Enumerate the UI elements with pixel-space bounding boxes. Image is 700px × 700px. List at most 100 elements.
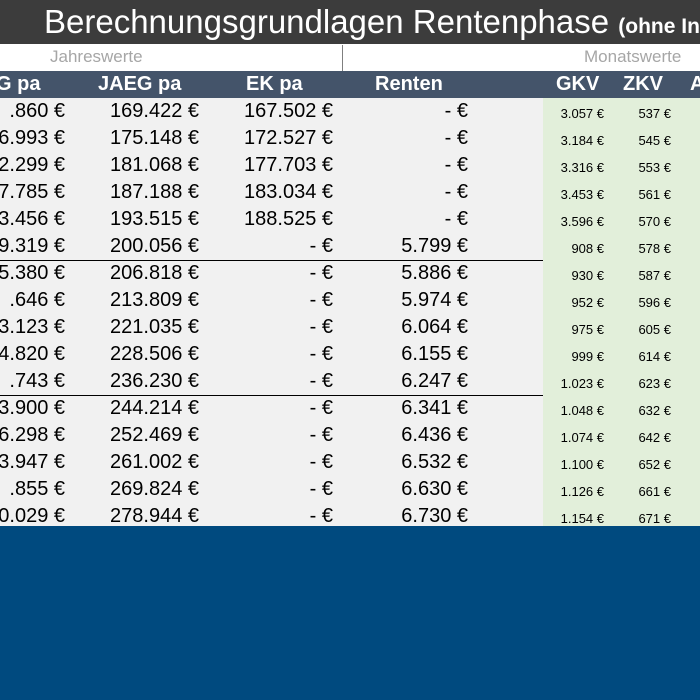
cell-renten[interactable]: 6.247 € xyxy=(401,370,468,392)
header-renten[interactable]: Renten xyxy=(375,73,443,95)
cell-ek[interactable]: - € xyxy=(309,451,333,473)
cell-renten[interactable]: 5.799 € xyxy=(401,235,468,257)
cell-zkv[interactable]: 553 € xyxy=(638,160,671,175)
cell-ek[interactable]: - € xyxy=(309,397,333,419)
cell-jaeg[interactable]: 213.809 € xyxy=(110,289,199,311)
cell-zkv[interactable]: 671 € xyxy=(638,511,671,526)
cell-zkv[interactable]: 642 € xyxy=(638,430,671,445)
cell-ek[interactable]: - € xyxy=(309,235,333,257)
cell-gkv[interactable]: 3.453 € xyxy=(560,187,604,202)
cell-gkv[interactable]: 1.048 € xyxy=(560,403,604,418)
cell-renten[interactable]: - € xyxy=(444,154,468,176)
cell-renten[interactable]: 6.341 € xyxy=(401,397,468,419)
cell-col1[interactable]: 6.993 € xyxy=(0,127,65,149)
cell-ek[interactable]: 188.525 € xyxy=(244,208,333,230)
cell-ek[interactable]: - € xyxy=(309,262,333,284)
cell-jaeg[interactable]: 200.056 € xyxy=(110,235,199,257)
cell-col1[interactable]: .860 € xyxy=(9,100,65,122)
cell-jaeg[interactable]: 187.188 € xyxy=(110,181,199,203)
cell-col1[interactable]: 2.299 € xyxy=(0,154,65,176)
header-col7[interactable]: A xyxy=(690,73,700,95)
cell-zkv[interactable]: 632 € xyxy=(638,403,671,418)
cell-zkv[interactable]: 587 € xyxy=(638,268,671,283)
cell-renten[interactable]: 6.730 € xyxy=(401,505,468,526)
cell-renten[interactable]: 6.532 € xyxy=(401,451,468,473)
cell-col1[interactable]: 6.298 € xyxy=(0,424,65,446)
cell-ek[interactable]: 172.527 € xyxy=(244,127,333,149)
cell-jaeg[interactable]: 261.002 € xyxy=(110,451,199,473)
cell-col1[interactable]: .646 € xyxy=(9,289,65,311)
cell-jaeg[interactable]: 193.515 € xyxy=(110,208,199,230)
cell-zkv[interactable]: 605 € xyxy=(638,322,671,337)
cell-zkv[interactable]: 614 € xyxy=(638,349,671,364)
cell-gkv[interactable]: 1.126 € xyxy=(560,484,604,499)
header-col1[interactable]: G pa xyxy=(0,73,41,95)
cell-ek[interactable]: - € xyxy=(309,343,333,365)
cell-jaeg[interactable]: 252.469 € xyxy=(110,424,199,446)
cell-renten[interactable]: - € xyxy=(444,208,468,230)
cell-gkv[interactable]: 975 € xyxy=(571,322,604,337)
cell-zkv[interactable]: 661 € xyxy=(638,484,671,499)
cell-col1[interactable]: 7.785 € xyxy=(0,181,65,203)
cell-gkv[interactable]: 3.596 € xyxy=(560,214,604,229)
cell-renten[interactable]: - € xyxy=(444,181,468,203)
cell-col1[interactable]: 3.947 € xyxy=(0,451,65,473)
cell-ek[interactable]: - € xyxy=(309,316,333,338)
header-gkv[interactable]: GKV xyxy=(556,73,600,95)
cell-ek[interactable]: - € xyxy=(309,478,333,500)
cell-jaeg[interactable]: 181.068 € xyxy=(110,154,199,176)
cell-col1[interactable]: 9.319 € xyxy=(0,235,65,257)
cell-gkv[interactable]: 3.057 € xyxy=(560,106,604,121)
cell-gkv[interactable]: 908 € xyxy=(571,241,604,256)
cell-jaeg[interactable]: 206.818 € xyxy=(110,262,199,284)
cell-jaeg[interactable]: 278.944 € xyxy=(110,505,199,526)
cell-jaeg[interactable]: 236.230 € xyxy=(110,370,199,392)
header-jaeg[interactable]: JAEG pa xyxy=(98,73,182,95)
cell-col1[interactable]: 0.029 € xyxy=(0,505,65,526)
cell-jaeg[interactable]: 228.506 € xyxy=(110,343,199,365)
cell-col1[interactable]: 3.456 € xyxy=(0,208,65,230)
cell-col1[interactable]: 3.900 € xyxy=(0,397,65,419)
cell-zkv[interactable]: 570 € xyxy=(638,214,671,229)
cell-zkv[interactable]: 596 € xyxy=(638,295,671,310)
cell-ek[interactable]: - € xyxy=(309,370,333,392)
cell-zkv[interactable]: 545 € xyxy=(638,133,671,148)
cell-zkv[interactable]: 537 € xyxy=(638,106,671,121)
cell-zkv[interactable]: 652 € xyxy=(638,457,671,472)
cell-col1[interactable]: 5.380 € xyxy=(0,262,65,284)
cell-ek[interactable]: 183.034 € xyxy=(244,181,333,203)
cell-zkv[interactable]: 578 € xyxy=(638,241,671,256)
cell-renten[interactable]: 6.064 € xyxy=(401,316,468,338)
cell-gkv[interactable]: 1.100 € xyxy=(560,457,604,472)
cell-gkv[interactable]: 930 € xyxy=(571,268,604,283)
cell-jaeg[interactable]: 175.148 € xyxy=(110,127,199,149)
cell-gkv[interactable]: 1.154 € xyxy=(560,511,604,526)
cell-zkv[interactable]: 561 € xyxy=(638,187,671,202)
cell-gkv[interactable]: 3.316 € xyxy=(560,160,604,175)
cell-renten[interactable]: 5.974 € xyxy=(401,289,468,311)
cell-gkv[interactable]: 1.023 € xyxy=(560,376,604,391)
cell-jaeg[interactable]: 269.824 € xyxy=(110,478,199,500)
cell-gkv[interactable]: 952 € xyxy=(571,295,604,310)
cell-gkv[interactable]: 999 € xyxy=(571,349,604,364)
cell-col1[interactable]: 4.820 € xyxy=(0,343,65,365)
cell-renten[interactable]: 6.155 € xyxy=(401,343,468,365)
cell-gkv[interactable]: 1.074 € xyxy=(560,430,604,445)
header-ek[interactable]: EK pa xyxy=(246,73,303,95)
cell-renten[interactable]: 6.436 € xyxy=(401,424,468,446)
cell-ek[interactable]: 177.703 € xyxy=(244,154,333,176)
cell-ek[interactable]: 167.502 € xyxy=(244,100,333,122)
cell-ek[interactable]: - € xyxy=(309,505,333,526)
header-zkv[interactable]: ZKV xyxy=(623,73,663,95)
cell-ek[interactable]: - € xyxy=(309,289,333,311)
cell-col1[interactable]: .855 € xyxy=(9,478,65,500)
cell-ek[interactable]: - € xyxy=(309,424,333,446)
cell-zkv[interactable]: 623 € xyxy=(638,376,671,391)
cell-gkv[interactable]: 3.184 € xyxy=(560,133,604,148)
cell-renten[interactable]: 6.630 € xyxy=(401,478,468,500)
cell-jaeg[interactable]: 169.422 € xyxy=(110,100,199,122)
cell-renten[interactable]: 5.886 € xyxy=(401,262,468,284)
cell-jaeg[interactable]: 221.035 € xyxy=(110,316,199,338)
cell-col1[interactable]: .743 € xyxy=(9,370,65,392)
cell-col1[interactable]: 3.123 € xyxy=(0,316,65,338)
